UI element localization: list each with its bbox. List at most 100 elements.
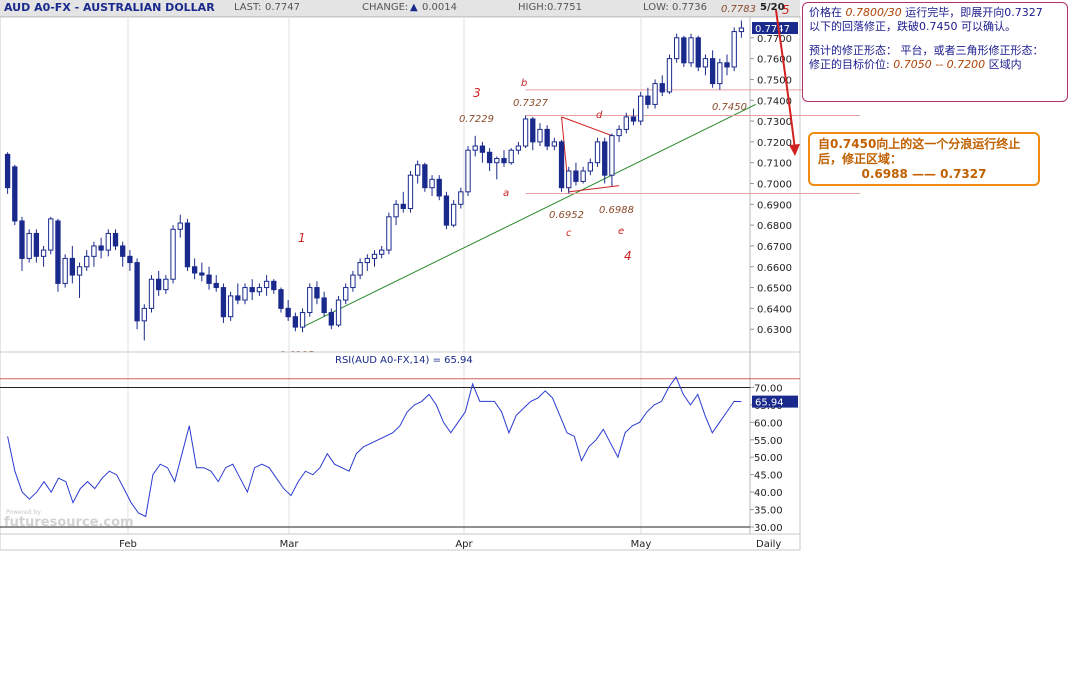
subwave-label: b xyxy=(521,78,527,89)
candle-body xyxy=(177,222,183,230)
candle-body xyxy=(76,266,83,276)
candle-body xyxy=(48,218,54,251)
candle-body xyxy=(558,141,565,189)
candle-body xyxy=(717,62,723,85)
period-label: Daily xyxy=(756,539,781,550)
candle-body xyxy=(580,170,586,182)
candle-body xyxy=(220,287,227,318)
candle-body xyxy=(98,245,104,251)
candle-body xyxy=(479,145,486,153)
candle-body xyxy=(256,287,263,293)
last-price-box xyxy=(752,22,798,35)
candle-body xyxy=(501,158,507,164)
candle-body xyxy=(163,278,169,291)
note1-line1-post: 运行完毕，即展开向0.7327 xyxy=(905,6,1043,19)
candle-body xyxy=(62,257,68,284)
indicator-tick-label: 45.00 xyxy=(754,471,783,482)
candle-body xyxy=(616,128,622,137)
candle-body xyxy=(199,272,205,276)
candle-body xyxy=(4,153,11,189)
note1-line4-val: 0.7050 -- 0.7200 xyxy=(893,58,986,71)
subwave-label: d xyxy=(596,110,603,121)
wave-label: 1 xyxy=(298,231,306,245)
indicator-tick-label: 35.00 xyxy=(754,506,783,517)
candle-body xyxy=(69,257,76,276)
last-label: LAST: xyxy=(234,2,262,13)
candle-body xyxy=(422,164,428,189)
candle-body xyxy=(486,151,493,164)
candle-body xyxy=(450,203,457,226)
candle-body xyxy=(19,220,25,259)
price-annotation: 0.7783 xyxy=(721,4,756,15)
candle-body xyxy=(285,307,291,318)
price-annotation: 0.6988 xyxy=(599,205,634,216)
price-tick-label: 0.6700 xyxy=(757,242,792,253)
candle-body xyxy=(652,83,658,105)
candle-body xyxy=(702,58,709,68)
subwave-label: e xyxy=(618,226,624,237)
candle-body xyxy=(587,162,593,172)
triangle-up-icon: ▲ xyxy=(410,2,418,13)
candle-body xyxy=(400,203,406,209)
candle-body xyxy=(156,278,162,291)
candle-body xyxy=(227,295,234,318)
wave-label: 4 xyxy=(624,249,632,263)
candle-body xyxy=(465,149,471,193)
note1-line3: 预计的修正形态： 平台，或者三角形修正形态： xyxy=(809,44,1044,57)
candle-body xyxy=(551,141,558,147)
indicator-tick-label: 30.00 xyxy=(754,523,783,534)
triangle-lower-line xyxy=(568,185,620,193)
x-axis-bar xyxy=(0,533,801,551)
candle-body xyxy=(688,37,694,64)
price-tick-label: 0.7100 xyxy=(757,159,792,170)
indicator-tick-label: 60.00 xyxy=(754,418,783,429)
candle-body xyxy=(645,95,651,105)
candle-body xyxy=(242,287,248,301)
price-annotation: 0.6952 xyxy=(549,210,584,221)
candle-body xyxy=(134,262,140,322)
candle-body xyxy=(659,83,665,93)
candle-body xyxy=(292,316,299,328)
candle-body xyxy=(127,255,133,264)
price-tick-label: 0.7000 xyxy=(757,180,792,191)
candle-body xyxy=(148,278,155,309)
candle-body xyxy=(429,178,435,189)
indicator-tick-label: 70.00 xyxy=(754,383,783,394)
price-tick-label: 0.7600 xyxy=(757,55,792,66)
trendline xyxy=(302,103,757,328)
candle-body xyxy=(623,116,629,130)
quote-header: AUD A0-FX - AUSTRALIAN DOLLAR LAST: 0.77… xyxy=(0,0,800,17)
candle-body xyxy=(213,282,219,289)
candle-body xyxy=(508,149,514,164)
note2-line3: 0.6988 —— 0.7327 xyxy=(861,167,987,181)
subwave-label: a xyxy=(503,188,509,199)
price-annotation: 0.7327 xyxy=(513,98,549,109)
candle-body xyxy=(544,128,550,147)
candle-body xyxy=(458,191,464,205)
price-tick-label: 0.7700 xyxy=(757,34,792,45)
arrow-line xyxy=(775,9,796,151)
candle-body xyxy=(84,255,90,268)
arrow-head-icon xyxy=(789,144,800,156)
price-tick-label: 0.6600 xyxy=(757,263,792,274)
candle-body xyxy=(120,245,126,257)
candle-body xyxy=(472,145,478,151)
candle-body xyxy=(307,287,313,314)
price-tick-label: 0.6500 xyxy=(757,284,792,295)
candle-body xyxy=(321,297,327,314)
triangle-upper-line xyxy=(561,116,613,137)
change-label: CHANGE: xyxy=(362,2,409,13)
candle-body xyxy=(357,262,363,276)
candle-body xyxy=(335,299,342,326)
candle-body xyxy=(695,37,701,68)
candle-body xyxy=(314,287,320,299)
subwave-label: c xyxy=(566,228,572,239)
candle-body xyxy=(278,289,284,309)
note2-line2: 后，修正区域： xyxy=(818,152,903,166)
candle-body xyxy=(141,307,147,322)
change-value: 0.0014 xyxy=(422,2,457,13)
candle-body xyxy=(681,37,687,64)
price-tick-label: 0.6300 xyxy=(757,325,792,336)
